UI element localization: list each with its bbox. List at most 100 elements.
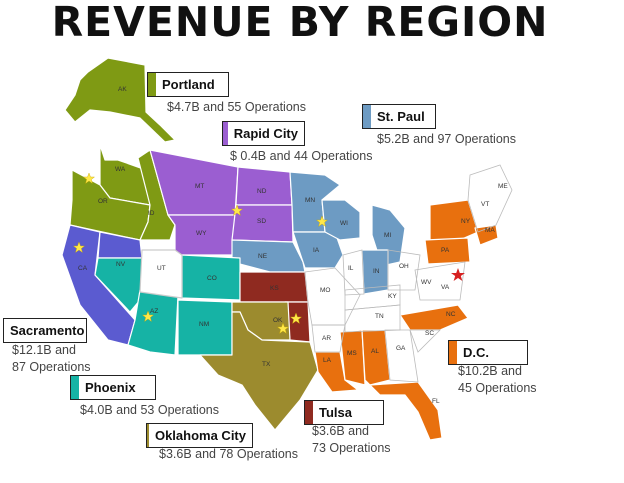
region-label-dc: D.C.	[448, 340, 528, 365]
state-label-ma: MA	[485, 227, 495, 234]
state-label-or: OR	[98, 198, 108, 205]
state-label-nm: NM	[199, 321, 209, 328]
star-icon-oklahoma-city	[276, 322, 290, 335]
state-label-co: CO	[207, 275, 217, 282]
region-detail-sacramento: $12.1B and 87 Operations	[12, 342, 91, 376]
region-detail-phoenix: $4.0B and 53 Operations	[80, 403, 219, 417]
state-label-tx: TX	[262, 361, 271, 368]
color-swatch	[305, 401, 313, 424]
region-detail-rapid-city: $ 0.4B and 44 Operations	[230, 149, 373, 163]
state-label-tn: TN	[375, 313, 384, 320]
state-label-ky: KY	[388, 293, 397, 300]
region-detail-line: 73 Operations	[312, 441, 391, 455]
color-swatch	[71, 376, 79, 399]
color-swatch	[223, 122, 228, 145]
color-swatch	[147, 424, 149, 447]
page-title: REVENUE BY REGION	[51, 0, 549, 46]
state-label-in: IN	[373, 268, 380, 275]
state-label-wy: WY	[196, 230, 207, 237]
state-label-ks: KS	[270, 285, 279, 292]
star-icon-phoenix	[141, 310, 155, 323]
state-ne-coast	[474, 224, 499, 246]
star-icon-tulsa	[289, 312, 303, 325]
star-icon-rapid-city	[230, 204, 244, 217]
state-label-nc: NC	[446, 311, 456, 318]
state-label-ut: UT	[157, 265, 166, 272]
region-detail-line: 45 Operations	[458, 381, 537, 395]
state-label-pa: PA	[441, 247, 450, 254]
state-label-ia: IA	[313, 247, 320, 254]
region-name: Oklahoma City	[154, 428, 246, 443]
region-label-phoenix: Phoenix	[70, 375, 156, 400]
state-label-sd: SD	[257, 218, 266, 225]
state-label-ak: AK	[118, 86, 127, 93]
region-name: Rapid City	[233, 126, 298, 141]
region-detail-tulsa: $3.6B and 73 Operations	[312, 423, 391, 457]
region-name: St. Paul	[377, 109, 425, 124]
state-label-fl: FL	[432, 398, 440, 405]
star-icon-st-paul	[315, 215, 329, 228]
state-label-nd: ND	[257, 188, 267, 195]
region-detail-dc: $10.2B and 45 Operations	[458, 363, 537, 397]
state-label-wv: WV	[421, 279, 432, 286]
state-label-vt: VT	[481, 201, 489, 208]
state-label-wi: WI	[340, 220, 348, 227]
star-icon-dc	[451, 268, 465, 281]
state-label-nv: NV	[116, 261, 126, 268]
color-swatch	[363, 105, 371, 128]
state-nv	[94, 257, 143, 313]
state-label-ga: GA	[396, 345, 406, 352]
region-detail-line: $3.6B and	[312, 424, 369, 438]
state-label-mt: MT	[195, 183, 204, 190]
state-ut	[139, 249, 183, 299]
state-label-wa: WA	[115, 166, 126, 173]
color-swatch	[148, 73, 156, 96]
state-label-la: LA	[323, 357, 332, 364]
region-name: Portland	[162, 77, 215, 92]
region-label-oklahoma-city: Oklahoma City	[146, 423, 253, 448]
state-label-ar: AR	[322, 335, 331, 342]
region-name: Tulsa	[319, 405, 352, 420]
region-name: Phoenix	[85, 380, 136, 395]
state-label-ny: NY	[461, 218, 471, 225]
state-nc	[399, 304, 469, 331]
state-al	[361, 329, 391, 386]
state-wy	[167, 214, 236, 256]
state-ne	[231, 239, 306, 273]
region-detail-portland: $4.7B and 55 Operations	[167, 100, 306, 114]
state-label-mn: MN	[305, 197, 315, 204]
region-label-tulsa: Tulsa	[304, 400, 384, 425]
state-label-me: ME	[498, 183, 508, 190]
state-label-ca: CA	[78, 265, 88, 272]
region-label-st-paul: St. Paul	[362, 104, 436, 129]
state-fl	[369, 381, 443, 441]
region-detail-st-paul: $5.2B and 97 Operations	[377, 132, 516, 146]
state-label-az: AZ	[150, 308, 158, 315]
star-icon-portland	[82, 172, 96, 185]
state-label-id: ID	[148, 210, 155, 217]
state-label-ok: OK	[273, 317, 283, 324]
state-label-sc: SC	[425, 330, 434, 337]
region-label-portland: Portland	[147, 72, 229, 97]
region-detail-line: 87 Operations	[12, 360, 91, 374]
state-label-va: VA	[441, 284, 450, 291]
state-label-il: IL	[348, 265, 354, 272]
state-tx	[199, 311, 319, 431]
region-detail-line: $12.1B and	[12, 343, 76, 357]
state-ny	[429, 199, 479, 243]
state-label-al: AL	[371, 348, 379, 355]
state-pa	[424, 237, 471, 265]
state-ak	[64, 57, 176, 143]
state-label-oh: OH	[399, 263, 409, 270]
region-label-sacramento: Sacramento	[3, 318, 87, 343]
region-detail-line: $10.2B and	[458, 364, 522, 378]
region-name: D.C.	[463, 345, 489, 360]
star-icon-sacramento	[72, 241, 86, 254]
region-detail-oklahoma-city: $3.6B and 78 Operations	[159, 447, 298, 461]
state-wi	[321, 199, 361, 241]
state-label-ne: NE	[258, 253, 268, 260]
state-nd	[235, 166, 293, 206]
state-label-mi: MI	[384, 232, 391, 239]
color-swatch	[449, 341, 457, 364]
